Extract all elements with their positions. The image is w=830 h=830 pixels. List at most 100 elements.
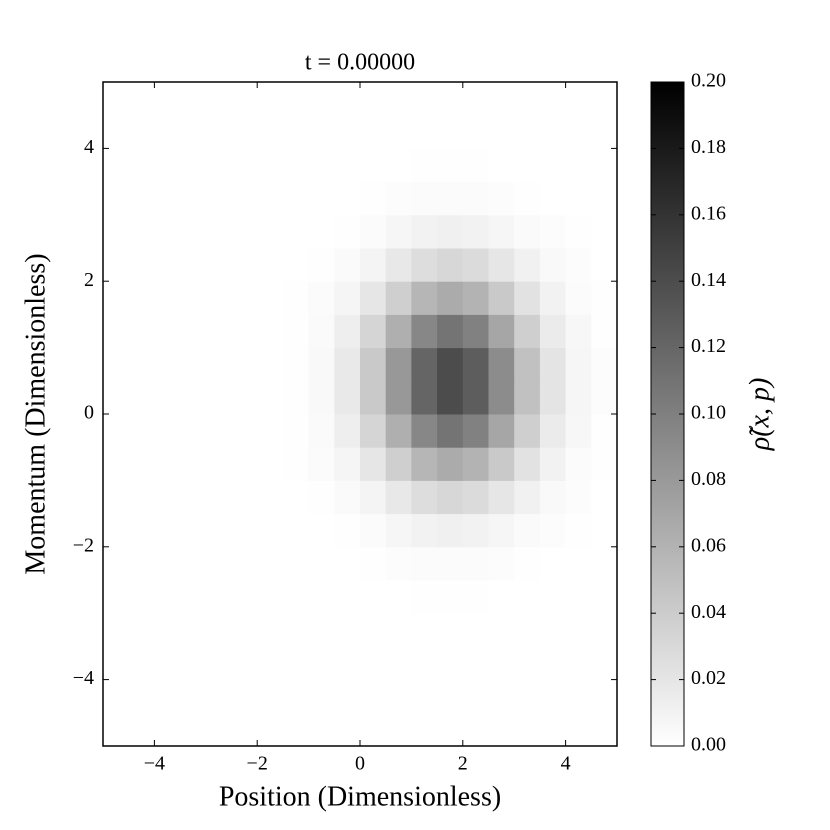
heat-cell (360, 580, 387, 614)
heat-cell (539, 712, 567, 747)
heat-cell (385, 513, 412, 548)
heat-cell (257, 679, 284, 714)
heat-cell (231, 314, 258, 349)
heat-cell (565, 513, 592, 548)
y-tick-label: 2 (84, 269, 94, 291)
heat-cell (231, 447, 258, 481)
heat-cell (565, 679, 592, 714)
heat-cell (205, 513, 232, 548)
heat-cell (565, 712, 592, 747)
heat-cell (154, 281, 181, 315)
heat-cell (128, 347, 155, 382)
heat-cell (462, 248, 489, 282)
heat-cell (103, 613, 130, 647)
heat-cell (385, 380, 412, 415)
heat-cell (437, 447, 464, 481)
heat-cell (103, 214, 130, 249)
heat-cell (257, 248, 284, 282)
colorbar-tick-label: 0.14 (691, 269, 726, 291)
heat-cell (308, 447, 335, 481)
heat-cell (539, 513, 567, 548)
heat-cell (308, 712, 335, 747)
heat-cell (539, 248, 567, 282)
heat-cell (128, 712, 155, 747)
heat-cell (360, 82, 387, 116)
heat-cell (257, 380, 284, 415)
heat-cell (411, 414, 438, 448)
heat-cell (180, 513, 207, 548)
heat-cell (360, 181, 387, 216)
heat-cell (128, 314, 155, 349)
heat-cell (488, 646, 515, 681)
heat-cell (591, 480, 618, 515)
heat-cell (334, 380, 361, 415)
heat-cell (360, 248, 387, 282)
heat-cell (205, 82, 232, 116)
heat-cell (437, 115, 464, 149)
heat-cell (462, 414, 489, 448)
colorbar-tick-label: 0.18 (691, 136, 726, 158)
heat-cell (591, 314, 618, 349)
heat-cell (411, 181, 438, 216)
heat-cell (334, 314, 361, 349)
heat-cell (539, 82, 567, 116)
heat-cell (514, 447, 541, 481)
heat-cell (437, 281, 464, 315)
heat-cell (257, 712, 284, 747)
heat-cell (411, 513, 438, 548)
colorbar-tick-label: 0.10 (691, 402, 726, 424)
heat-cell (411, 148, 438, 183)
heat-cell (385, 580, 412, 614)
heat-cell (539, 447, 567, 481)
heat-cell (462, 513, 489, 548)
heat-cell (205, 414, 232, 448)
heat-cell (308, 281, 335, 315)
heat-cell (411, 82, 438, 116)
heat-cell (360, 214, 387, 249)
heat-cell (205, 546, 232, 581)
heat-cell (565, 414, 592, 448)
heat-cell (411, 347, 438, 382)
heat-cell (154, 513, 181, 548)
heat-cell (180, 480, 207, 515)
heat-cell (411, 314, 438, 349)
heat-cell (103, 115, 130, 149)
heat-cell (514, 248, 541, 282)
heat-cell (103, 148, 130, 183)
heat-cell (539, 380, 567, 415)
y-axis-label: Momentum (Dimensionless) (20, 253, 51, 574)
heat-cell (385, 214, 412, 249)
heat-cell (514, 281, 541, 315)
heat-cell (360, 646, 387, 681)
colorbar-tick-label: 0.06 (691, 534, 726, 556)
colorbar (650, 81, 685, 747)
heat-cell (488, 480, 515, 515)
heat-cell (591, 248, 618, 282)
heat-cell (514, 314, 541, 349)
heat-cell (385, 646, 412, 681)
heat-cell (539, 646, 567, 681)
heat-cell (308, 380, 335, 415)
heat-cell (103, 181, 130, 216)
heat-cell (488, 580, 515, 614)
heat-cell (154, 580, 181, 614)
y-tick-label: −2 (73, 534, 94, 556)
heat-cell (514, 181, 541, 216)
heat-cell (488, 181, 515, 216)
heat-cell (308, 314, 335, 349)
heat-cell (308, 115, 335, 149)
heat-cell (565, 546, 592, 581)
heat-cell (154, 480, 181, 515)
x-tick-label: 4 (561, 753, 571, 775)
heat-cell (257, 148, 284, 183)
heat-cell (282, 82, 310, 116)
heat-cell (591, 447, 618, 481)
heat-cell (591, 347, 618, 382)
heat-cell (360, 447, 387, 481)
heat-cell (334, 480, 361, 515)
heat-cell (308, 646, 335, 681)
heat-cell (514, 513, 541, 548)
heat-cell (437, 580, 464, 614)
heat-cell (128, 115, 155, 149)
